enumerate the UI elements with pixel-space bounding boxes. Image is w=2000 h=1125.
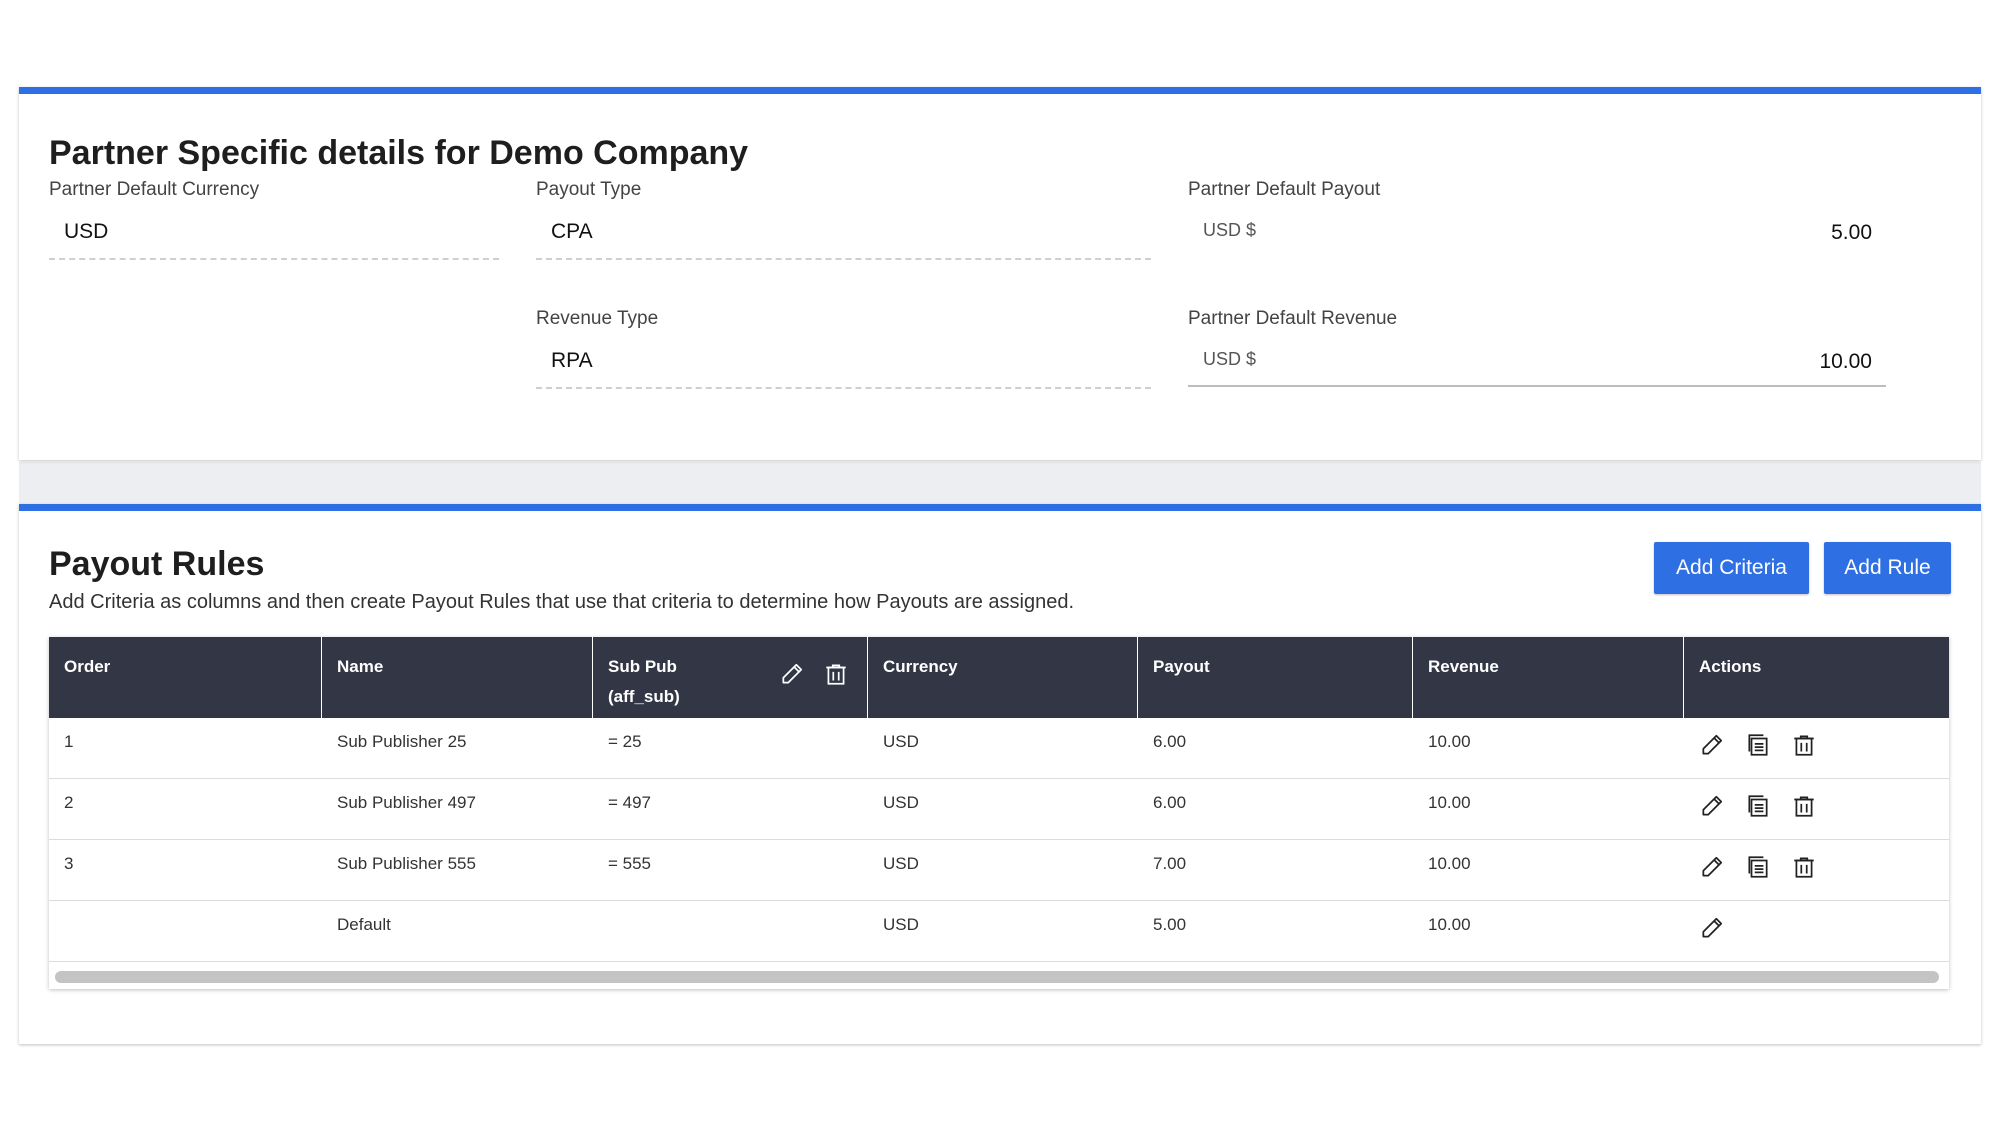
cell-payout: 6.00 — [1153, 793, 1187, 812]
revenue-type-underline — [536, 387, 1151, 389]
default-revenue-value[interactable]: 10.00 — [1819, 350, 1872, 373]
pencil-icon[interactable] — [1699, 854, 1725, 880]
pencil-icon[interactable] — [779, 661, 805, 687]
column-header-currency: Currency — [868, 637, 1138, 718]
cell-subpub: = 555 — [608, 854, 652, 873]
cell-revenue: 10.00 — [1428, 915, 1471, 934]
column-header-revenue: Revenue — [1413, 637, 1684, 718]
cell-subpub: = 497 — [608, 793, 652, 812]
cell-order: 3 — [64, 854, 74, 873]
column-header-subpub: Sub Pub (aff_sub) — [593, 637, 868, 718]
cell-payout: 7.00 — [1153, 854, 1187, 873]
default-revenue-underline — [1188, 385, 1886, 387]
payout-type-underline — [536, 258, 1151, 260]
cell-subpub: = 25 — [608, 732, 642, 751]
column-header-name: Name — [322, 637, 593, 718]
default-revenue-label: Partner Default Revenue — [1188, 308, 1398, 329]
trash-icon[interactable] — [1791, 854, 1817, 880]
trash-icon[interactable] — [1791, 793, 1817, 819]
table-row: Default USD 5.00 10.00 — [49, 901, 1949, 962]
subpub-header-line1: Sub Pub — [608, 657, 677, 676]
pencil-icon[interactable] — [1699, 793, 1725, 819]
payout-type-value: CPA — [551, 220, 593, 243]
column-header-order: Order — [49, 637, 322, 718]
default-currency-underline — [49, 258, 499, 260]
add-rule-button[interactable]: Add Rule — [1824, 542, 1951, 594]
payout-rules-subtitle: Add Criteria as columns and then create … — [49, 591, 1074, 613]
cell-order: 2 — [64, 793, 74, 812]
column-header-actions: Actions — [1699, 657, 1762, 676]
default-payout-label: Partner Default Payout — [1188, 179, 1381, 200]
table-header: Order Name Sub Pub (aff_sub) Currency Pa… — [49, 637, 1949, 718]
cell-currency: USD — [883, 915, 919, 934]
cell-revenue: 10.00 — [1428, 732, 1471, 751]
subpub-header-line2: (aff_sub) — [608, 687, 680, 706]
cell-actions — [1684, 901, 1949, 961]
add-criteria-button[interactable]: Add Criteria — [1654, 542, 1809, 594]
default-currency-label: Partner Default Currency — [49, 179, 260, 200]
table-row: 3 Sub Publisher 555 = 555 USD 7.00 10.00 — [49, 840, 1949, 901]
cell-subpub — [593, 901, 868, 961]
cell-payout: 6.00 — [1153, 732, 1187, 751]
cell-actions — [1684, 840, 1949, 900]
copy-icon[interactable] — [1745, 732, 1771, 758]
pencil-icon[interactable] — [1699, 915, 1725, 941]
revenue-type-value: RPA — [551, 349, 593, 372]
cell-order — [49, 901, 322, 961]
cell-name: Sub Publisher 555 — [337, 854, 476, 873]
default-currency-value: USD — [64, 220, 109, 243]
payout-rules-card: Payout Rules Add Criteria as columns and… — [19, 504, 1981, 1044]
cell-actions — [1684, 779, 1949, 839]
default-payout-value[interactable]: 5.00 — [1831, 221, 1872, 244]
revenue-type-label: Revenue Type — [536, 308, 659, 329]
cell-name: Default — [337, 915, 391, 934]
payout-type-label: Payout Type — [536, 179, 642, 200]
page-title: Partner Specific details for Demo Compan… — [49, 134, 749, 172]
cell-currency: USD — [883, 732, 919, 751]
section-divider-band — [19, 462, 1981, 504]
cell-currency: USD — [883, 854, 919, 873]
partner-details-card: Partner Specific details for Demo Compan… — [19, 87, 1981, 460]
default-payout-prefix: USD $ — [1203, 220, 1257, 240]
cell-name: Sub Publisher 497 — [337, 793, 476, 812]
cell-actions — [1684, 718, 1949, 778]
copy-icon[interactable] — [1745, 854, 1771, 880]
column-header-payout: Payout — [1138, 637, 1413, 718]
table-row: 2 Sub Publisher 497 = 497 USD 6.00 10.00 — [49, 779, 1949, 840]
cell-name: Sub Publisher 25 — [337, 732, 467, 751]
default-revenue-prefix: USD $ — [1203, 349, 1257, 369]
cell-order: 1 — [64, 732, 74, 751]
cell-revenue: 10.00 — [1428, 793, 1471, 812]
payout-rules-title: Payout Rules — [49, 545, 265, 583]
cell-payout: 5.00 — [1153, 915, 1187, 934]
cell-revenue: 10.00 — [1428, 854, 1471, 873]
table-row: 1 Sub Publisher 25 = 25 USD 6.00 10.00 — [49, 718, 1949, 779]
pencil-icon[interactable] — [1699, 732, 1725, 758]
cell-currency: USD — [883, 793, 919, 812]
payout-rules-table: Order Name Sub Pub (aff_sub) Currency Pa… — [49, 637, 1949, 989]
copy-icon[interactable] — [1745, 793, 1771, 819]
trash-icon[interactable] — [1791, 732, 1817, 758]
horizontal-scrollbar[interactable] — [55, 971, 1939, 983]
trash-icon[interactable] — [823, 661, 849, 687]
